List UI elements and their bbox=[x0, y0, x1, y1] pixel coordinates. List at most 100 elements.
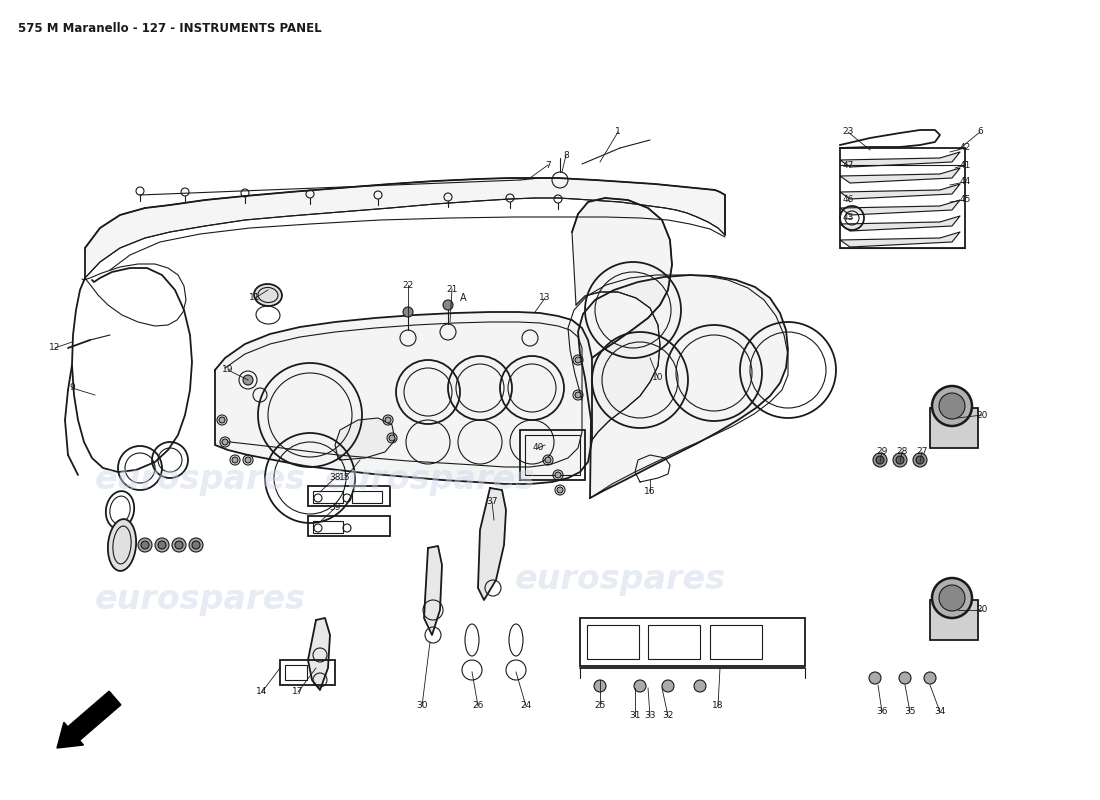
Polygon shape bbox=[424, 546, 442, 635]
Text: 44: 44 bbox=[959, 178, 970, 186]
Polygon shape bbox=[840, 200, 960, 215]
Circle shape bbox=[662, 680, 674, 692]
Text: 10: 10 bbox=[652, 374, 663, 382]
Bar bbox=[710, 625, 762, 659]
Circle shape bbox=[876, 456, 884, 464]
Text: 12: 12 bbox=[50, 343, 60, 353]
Ellipse shape bbox=[254, 284, 282, 306]
Circle shape bbox=[219, 417, 225, 423]
Polygon shape bbox=[308, 618, 330, 690]
Bar bbox=[930, 600, 978, 640]
Circle shape bbox=[138, 538, 152, 552]
Text: 41: 41 bbox=[959, 161, 970, 170]
Circle shape bbox=[175, 541, 183, 549]
Text: 40: 40 bbox=[532, 443, 543, 453]
Bar bbox=[314, 521, 343, 533]
Text: 39: 39 bbox=[329, 503, 341, 513]
Polygon shape bbox=[572, 198, 672, 440]
Text: 38: 38 bbox=[329, 474, 341, 482]
Text: 8: 8 bbox=[563, 150, 569, 159]
Circle shape bbox=[172, 538, 186, 552]
Bar bbox=[840, 148, 965, 248]
Circle shape bbox=[694, 680, 706, 692]
Polygon shape bbox=[85, 178, 725, 278]
Circle shape bbox=[916, 456, 924, 464]
Circle shape bbox=[443, 300, 453, 310]
Bar bbox=[648, 625, 700, 659]
Polygon shape bbox=[840, 184, 960, 199]
Text: 18: 18 bbox=[713, 702, 724, 710]
Circle shape bbox=[544, 457, 551, 463]
Circle shape bbox=[385, 417, 390, 423]
Polygon shape bbox=[840, 232, 960, 247]
Circle shape bbox=[575, 392, 581, 398]
Text: 21: 21 bbox=[447, 285, 458, 294]
Text: 36: 36 bbox=[877, 707, 888, 717]
Bar bbox=[308, 486, 390, 506]
Polygon shape bbox=[214, 312, 592, 484]
Polygon shape bbox=[478, 488, 506, 600]
Bar bbox=[285, 665, 307, 680]
Text: 35: 35 bbox=[904, 707, 915, 717]
Text: 9: 9 bbox=[69, 383, 75, 393]
Bar bbox=[352, 491, 382, 503]
Circle shape bbox=[245, 457, 251, 463]
Circle shape bbox=[939, 393, 965, 419]
Circle shape bbox=[899, 672, 911, 684]
Text: 27: 27 bbox=[916, 447, 927, 457]
Circle shape bbox=[158, 541, 166, 549]
Circle shape bbox=[924, 672, 936, 684]
Text: 31: 31 bbox=[629, 711, 640, 721]
Text: 26: 26 bbox=[472, 702, 484, 710]
Circle shape bbox=[403, 307, 412, 317]
Circle shape bbox=[594, 680, 606, 692]
Text: 23: 23 bbox=[843, 127, 854, 137]
Text: 33: 33 bbox=[645, 711, 656, 721]
Text: 32: 32 bbox=[662, 711, 673, 721]
Text: 22: 22 bbox=[403, 281, 414, 290]
FancyArrow shape bbox=[57, 691, 121, 748]
Circle shape bbox=[155, 538, 169, 552]
Text: 37: 37 bbox=[486, 498, 497, 506]
Bar bbox=[930, 408, 978, 448]
Text: eurospares: eurospares bbox=[95, 463, 306, 497]
Circle shape bbox=[222, 439, 228, 445]
Text: 25: 25 bbox=[594, 702, 606, 710]
Circle shape bbox=[939, 585, 965, 611]
Text: 14: 14 bbox=[256, 687, 267, 697]
Circle shape bbox=[243, 375, 253, 385]
Text: 6: 6 bbox=[977, 127, 983, 137]
Bar bbox=[520, 430, 585, 480]
Text: 17: 17 bbox=[293, 687, 304, 697]
Ellipse shape bbox=[108, 519, 136, 571]
Text: eurospares: eurospares bbox=[515, 563, 726, 597]
Circle shape bbox=[932, 386, 972, 426]
Text: 20: 20 bbox=[977, 606, 988, 614]
Bar bbox=[280, 660, 336, 685]
Bar bbox=[314, 491, 343, 503]
Circle shape bbox=[913, 453, 927, 467]
Text: 11: 11 bbox=[250, 294, 261, 302]
Text: 16: 16 bbox=[645, 487, 656, 497]
Text: eurospares: eurospares bbox=[324, 463, 536, 497]
Circle shape bbox=[189, 538, 204, 552]
Circle shape bbox=[634, 680, 646, 692]
Circle shape bbox=[192, 541, 200, 549]
Polygon shape bbox=[840, 152, 960, 167]
Circle shape bbox=[557, 487, 563, 493]
Circle shape bbox=[556, 472, 561, 478]
Text: 24: 24 bbox=[520, 702, 531, 710]
Circle shape bbox=[873, 453, 887, 467]
Text: 47: 47 bbox=[843, 161, 854, 170]
Circle shape bbox=[575, 357, 581, 363]
Circle shape bbox=[141, 541, 149, 549]
Bar bbox=[580, 618, 805, 666]
Circle shape bbox=[932, 578, 972, 618]
Polygon shape bbox=[578, 275, 788, 498]
Polygon shape bbox=[336, 418, 395, 460]
Text: eurospares: eurospares bbox=[95, 583, 306, 617]
Polygon shape bbox=[840, 216, 960, 231]
Text: 13: 13 bbox=[539, 294, 551, 302]
Text: 45: 45 bbox=[959, 195, 970, 205]
Circle shape bbox=[896, 456, 904, 464]
